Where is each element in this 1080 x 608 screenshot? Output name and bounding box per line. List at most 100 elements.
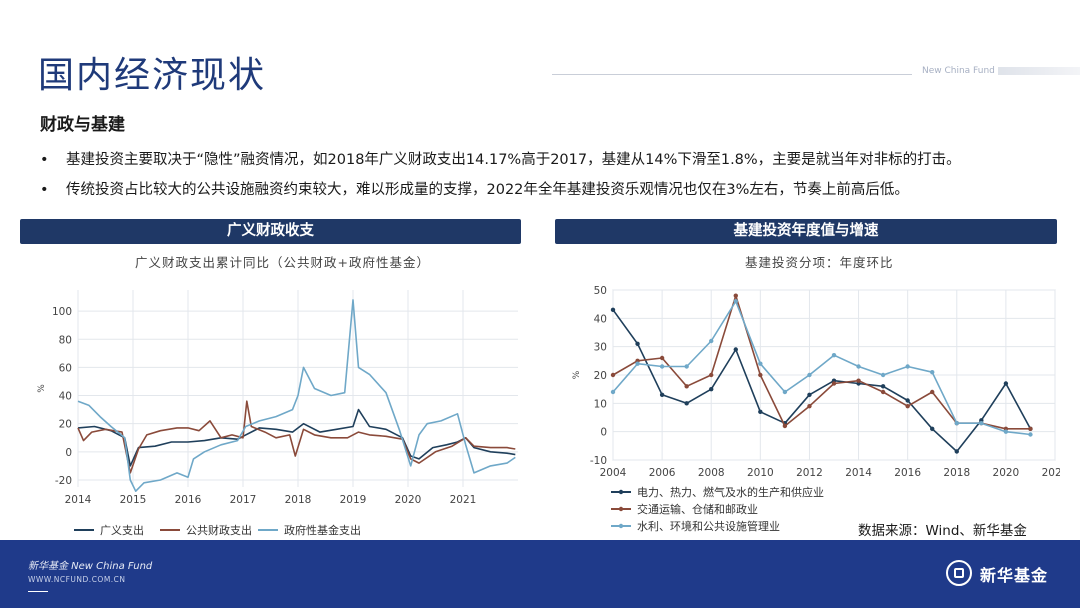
y-tick-label: 100	[52, 306, 72, 318]
data-point	[1028, 432, 1033, 437]
y-tick-label: -10	[590, 455, 607, 467]
series-line	[77, 408, 516, 467]
x-tick-label: 2016	[175, 494, 202, 506]
bullet-list: 基建投资主要取决于“隐性”融资情况，如2018年广义财政支出14.17%高于20…	[40, 145, 1060, 205]
data-point	[930, 389, 935, 395]
series-line	[77, 299, 516, 492]
data-point	[733, 293, 738, 298]
brand-logo-icon	[946, 560, 972, 586]
x-tick-label: 2018	[285, 494, 312, 506]
x-tick-label: 2018	[943, 467, 970, 479]
data-point	[659, 364, 665, 369]
x-tick-label: 2006	[649, 467, 676, 479]
bullet-item: 基建投资主要取决于“隐性”融资情况，如2018年广义财政支出14.17%高于20…	[40, 145, 1060, 175]
data-point	[905, 364, 910, 369]
legend-label: 电力、热力、燃气及水的生产和供应业	[637, 485, 824, 499]
panel-header-fiscal: 广义财政收支	[20, 219, 521, 244]
data-point	[1003, 429, 1009, 434]
data-point	[1003, 381, 1009, 386]
data-point	[979, 420, 984, 426]
section-heading: 财政与基建	[40, 115, 125, 135]
series-line	[77, 400, 516, 474]
infrastructure-investment-chart: -10 0 10 20 30 40 50 2004 2006 2008 2010 2012 2014 20…	[572, 285, 1060, 533]
data-point	[782, 423, 788, 429]
data-point	[659, 392, 665, 398]
series-line	[612, 294, 1031, 430]
legend-marker	[618, 489, 624, 495]
x-tick-label: 2010	[747, 467, 774, 479]
y-tick-label: 0	[65, 447, 72, 459]
data-point	[758, 409, 763, 415]
legend-label: 水利、环境和公共设施管理业	[637, 519, 780, 533]
data-point	[610, 307, 616, 313]
x-tick-label: 2017	[230, 494, 257, 506]
header-brand-bar	[998, 67, 1080, 75]
data-point	[733, 299, 738, 304]
bullet-item: 传统投资占比较大的公共设施融资约束较大，难以形成量的支撑，2022年全年基建投资…	[40, 175, 1060, 205]
data-point	[610, 372, 616, 378]
x-tick-label: 2008	[698, 467, 725, 479]
legend-label: 公共财政支出	[186, 523, 252, 537]
footer-url: WWW.NCFUND.COM.CN	[28, 575, 126, 584]
series-line	[612, 300, 1031, 436]
y-axis-label: %	[37, 384, 47, 393]
data-point	[758, 361, 763, 366]
x-tick-label: 2021	[450, 494, 477, 506]
data-point	[905, 403, 910, 409]
x-tick-label: 2012	[796, 467, 823, 479]
footer-divider	[28, 591, 48, 592]
y-tick-label: 60	[59, 362, 72, 374]
data-point	[709, 386, 714, 392]
data-point	[709, 338, 714, 344]
data-point	[635, 361, 640, 366]
data-point	[880, 372, 886, 378]
legend-label: 交通运输、仓储和邮政业	[637, 502, 758, 516]
data-point	[930, 426, 935, 432]
x-tick-label: 2020	[395, 494, 422, 506]
footer-bar	[0, 540, 1080, 608]
x-tick-label: 2004	[600, 467, 627, 479]
y-tick-label: 20	[59, 419, 72, 431]
y-tick-label: 40	[594, 313, 607, 325]
legend-marker	[618, 523, 624, 529]
data-source-note: 数据来源：Wind、新华基金	[858, 523, 1027, 539]
y-tick-label: 10	[594, 398, 607, 410]
data-point	[880, 389, 886, 395]
data-point	[635, 341, 640, 347]
data-point	[684, 384, 689, 389]
y-tick-label: 50	[594, 285, 607, 297]
data-point	[856, 378, 861, 383]
data-point	[610, 389, 616, 395]
data-point	[831, 352, 837, 358]
data-point	[659, 355, 665, 361]
data-point	[684, 364, 689, 369]
y-tick-label: 0	[600, 427, 607, 439]
data-point	[954, 449, 959, 454]
chart-subtitle-infrastructure: 基建投资分项：年度环比	[745, 255, 894, 270]
panel-header-infrastructure: 基建投资年度值与增速	[555, 219, 1057, 244]
data-point	[930, 369, 935, 375]
series-line	[612, 309, 1032, 453]
x-tick-label: 2016	[894, 467, 921, 479]
legend-label: 广义支出	[100, 523, 144, 537]
x-tick-label: 2014	[65, 494, 92, 506]
data-point	[954, 420, 959, 426]
y-tick-label: 40	[59, 391, 72, 403]
data-point	[709, 372, 714, 378]
chart-subtitle-fiscal: 广义财政支出累计同比（公共财政+政府性基金）	[135, 255, 430, 270]
data-point	[856, 364, 861, 369]
y-tick-label: 30	[594, 342, 607, 354]
data-point	[684, 401, 689, 406]
footer-brand: 新华基金 New China Fund	[28, 561, 153, 572]
data-point	[807, 372, 812, 378]
data-point	[1028, 426, 1033, 432]
x-tick-label: 2014	[845, 467, 872, 479]
y-tick-label: 20	[594, 370, 607, 382]
y-tick-label: -20	[55, 475, 72, 487]
slide-title: 国内经济现状	[38, 55, 267, 96]
data-point	[807, 403, 812, 409]
header-divider	[552, 74, 912, 75]
x-tick-label: 2019	[340, 494, 367, 506]
y-tick-label: 80	[59, 334, 72, 346]
x-tick-label: 2015	[120, 494, 147, 506]
